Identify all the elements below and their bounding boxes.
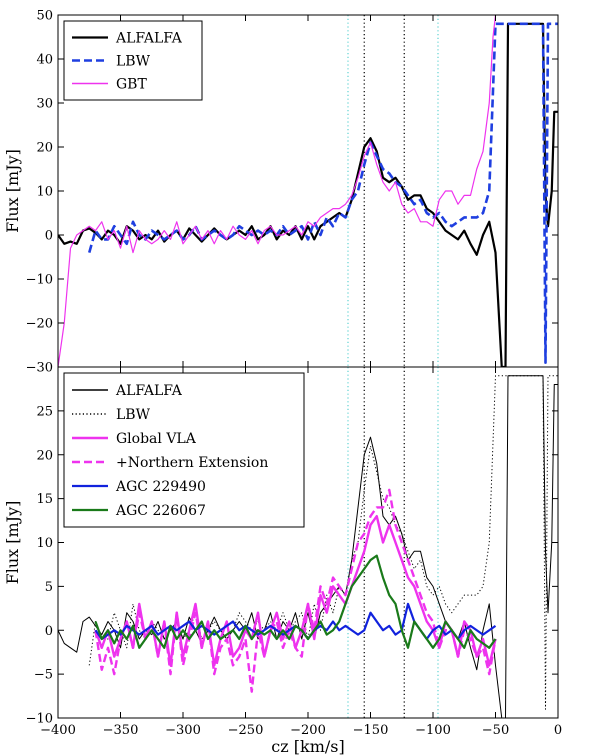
y-tick-label: −10 [26,712,53,727]
legend-label: ALFALFA [115,31,183,47]
legend-label: GBT [116,77,147,93]
y-tick-label: −10 [26,273,53,288]
y-tick-label: 30 [36,97,53,112]
series-line-2 [88,375,558,710]
y-tick-label: 20 [36,141,53,156]
series-line-3 [58,15,497,367]
legend-label: AGC 226067 [115,503,206,519]
x-tick-label: −350 [103,723,139,738]
y-tick-label: 20 [36,448,53,463]
plot-area [58,15,558,367]
y-axis-label: Flux [mJy] [3,149,22,233]
legend: ALFALFA LBW GBT [63,20,203,101]
series-line-2 [87,22,558,364]
legend-label: ALFALFA [115,383,183,399]
legend-label: Global VLA [116,431,197,447]
legend-label: LBW [116,407,151,423]
legend-label: AGC 229490 [115,479,206,495]
y-tick-label: 50 [36,9,53,24]
y-tick-label: −30 [26,361,53,376]
series-line-4 [94,488,497,693]
x-tick-label: 0 [554,723,562,738]
x-tick-label: −300 [165,723,201,738]
x-tick-label: −150 [353,723,389,738]
legend: ALFALFA LBW Global VLA +Northern Extension A… [63,372,305,528]
y-tick-label: 0 [45,624,53,639]
series-line-6 [94,554,497,649]
legend-label: +Northern Extension [116,455,268,471]
x-tick-label: −50 [482,723,509,738]
x-tick-label: −100 [415,723,451,738]
plot-area [58,367,558,718]
y-tick-label: 10 [36,185,53,200]
y-tick-label: 15 [36,492,53,507]
series-line-1 [58,22,558,367]
y-tick-label: 25 [36,404,53,419]
y-tick-label: −20 [26,317,53,332]
legend-box [63,372,305,528]
y-tick-label: 0 [45,229,53,244]
x-axis-label: cz [km/s] [271,737,344,756]
y-tick-label: 40 [36,53,53,68]
x-tick-label: −250 [228,723,264,738]
y-tick-label: −5 [34,668,53,683]
y-tick-label: 10 [36,536,53,551]
legend-label: LBW [116,54,151,70]
y-tick-label: 5 [45,580,53,595]
x-tick-label: −400 [40,723,76,738]
top-panel: −30 −20 −10 0 10 20 30 40 50 Flux [mJy] ALFALFA LBW… [3,9,559,376]
y-axis-label: Flux [mJy] [3,501,22,585]
x-tick-label: −200 [290,723,326,738]
